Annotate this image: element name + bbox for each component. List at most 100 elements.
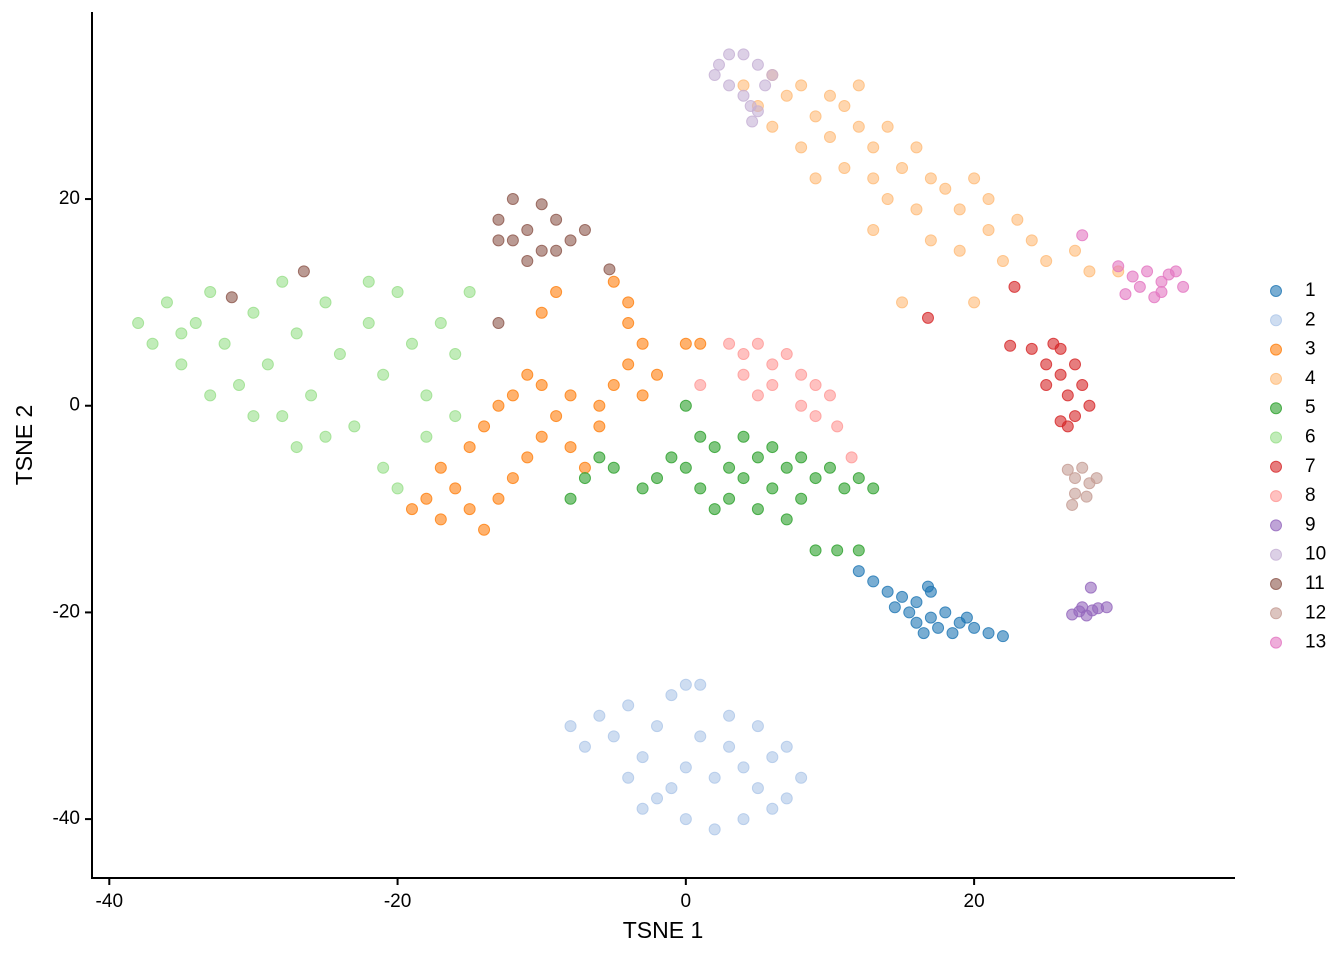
point (968, 621, 981, 634)
point (780, 792, 793, 805)
legend-marker (1270, 519, 1282, 532)
point (751, 451, 764, 464)
x-tick-label: 0 (681, 891, 692, 912)
point (290, 327, 303, 340)
point (535, 430, 548, 443)
point (593, 451, 606, 464)
point (746, 115, 759, 128)
point (146, 337, 159, 350)
point (218, 337, 231, 350)
point (1054, 368, 1067, 381)
point (506, 472, 519, 485)
point (852, 565, 865, 578)
point (852, 544, 865, 557)
point (852, 79, 865, 92)
point (881, 585, 894, 598)
points (132, 48, 1190, 836)
point (712, 58, 725, 71)
point (593, 399, 606, 412)
point (867, 141, 880, 154)
point (751, 58, 764, 71)
x-tick-label: 20 (964, 891, 985, 912)
point (1083, 265, 1096, 278)
legend-label: 11 (1305, 573, 1325, 594)
point (679, 337, 692, 350)
point (175, 327, 188, 340)
point (795, 492, 808, 505)
point (665, 451, 678, 464)
point (1025, 342, 1038, 355)
point (449, 410, 462, 423)
legend-label: 2 (1305, 309, 1316, 330)
point (593, 420, 606, 433)
point (968, 172, 981, 185)
point (953, 203, 966, 216)
point (506, 389, 519, 402)
point (903, 606, 916, 619)
point (737, 472, 750, 485)
point (636, 337, 649, 350)
point (463, 286, 476, 299)
point (723, 740, 736, 753)
point (910, 616, 923, 629)
point (932, 621, 945, 634)
point (391, 482, 404, 495)
point (694, 379, 707, 392)
point (362, 275, 375, 288)
x-tick-label: -40 (96, 891, 123, 912)
legend-marker (1270, 607, 1282, 620)
point (665, 782, 678, 795)
point (1004, 339, 1017, 352)
point (463, 441, 476, 454)
point (1177, 280, 1190, 293)
point (867, 482, 880, 495)
legend-label: 7 (1305, 456, 1316, 477)
point (780, 461, 793, 474)
point (492, 399, 505, 412)
point (607, 730, 620, 743)
point (751, 503, 764, 516)
point (953, 244, 966, 257)
point (708, 503, 721, 516)
point (723, 461, 736, 474)
point (910, 596, 923, 609)
point (852, 472, 865, 485)
point (175, 358, 188, 371)
point (651, 368, 664, 381)
point (1076, 379, 1089, 392)
point (1008, 280, 1021, 293)
point (1061, 420, 1074, 433)
point (968, 296, 981, 309)
point (917, 627, 930, 640)
point (636, 802, 649, 815)
point (463, 503, 476, 516)
point (921, 580, 934, 593)
point (867, 224, 880, 237)
point (910, 203, 923, 216)
point (838, 162, 851, 175)
point (759, 79, 772, 92)
y-axis-title: TSNE 2 (11, 405, 37, 486)
point (795, 451, 808, 464)
point (708, 771, 721, 784)
point (939, 606, 952, 619)
point (708, 823, 721, 836)
point (362, 317, 375, 330)
point (1040, 255, 1053, 268)
point (420, 492, 433, 505)
point (434, 513, 447, 526)
point (247, 410, 260, 423)
point (766, 441, 779, 454)
point (924, 172, 937, 185)
point (766, 358, 779, 371)
point (881, 120, 894, 133)
point (290, 441, 303, 454)
point (1112, 260, 1125, 273)
legend-marker (1270, 460, 1282, 473)
point (622, 358, 635, 371)
point (535, 244, 548, 257)
point (622, 296, 635, 309)
y-tick-label: 0 (69, 395, 80, 416)
point (550, 213, 563, 226)
point (564, 389, 577, 402)
